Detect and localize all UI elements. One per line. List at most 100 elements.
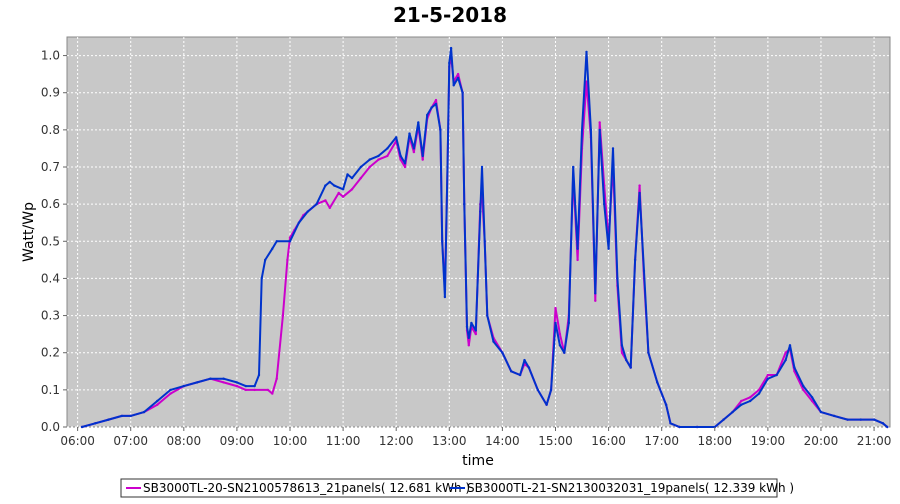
data-point-series-1 (324, 199, 327, 202)
data-point-series-2 (594, 292, 597, 295)
data-point-series-2 (859, 418, 862, 421)
x-tick-label: 20:00 (804, 434, 839, 448)
x-tick-label: 19:00 (751, 434, 786, 448)
y-tick-label: 0.3 (41, 309, 60, 323)
data-point-series-2 (461, 91, 464, 94)
data-point-series-2 (417, 121, 420, 124)
data-point-series-1 (474, 332, 477, 336)
y-tick-label: 0.1 (41, 383, 60, 397)
data-point-series-2 (368, 158, 371, 161)
data-point-series-2 (523, 358, 526, 362)
data-point-series-1 (328, 206, 331, 210)
data-point-series-2 (264, 258, 267, 262)
data-point-series-1 (558, 332, 562, 336)
data-point-series-2 (846, 418, 849, 421)
data-point-series-1 (456, 72, 460, 76)
data-point-series-2 (740, 403, 743, 406)
data-point-series-2 (107, 418, 110, 421)
data-point-series-1 (598, 121, 601, 124)
data-point-series-2 (430, 106, 433, 109)
data-point-series-1 (594, 299, 597, 302)
legend-label-series-2: SB3000TL-21-SN2130032031_19panels( 12.33… (467, 481, 794, 495)
grid-lines (67, 37, 890, 428)
data-point-series-2 (510, 370, 513, 373)
data-point-series-1 (377, 158, 380, 161)
y-axis-ticks: 0.0 0.1 0.2 0.3 0.4 0.5 0.6 0.7 0.8 0.9 1.0 (41, 49, 67, 434)
data-point-series-2 (182, 384, 185, 388)
data-point-series-2 (580, 128, 584, 132)
data-point-series-1 (235, 384, 239, 388)
data-point-series-1 (359, 176, 362, 180)
data-point-series-2 (470, 321, 473, 325)
data-point-series-1 (244, 388, 247, 392)
data-point-series-2 (235, 381, 239, 384)
data-point-series-2 (346, 173, 349, 176)
data-point-series-2 (253, 384, 256, 388)
data-point-series-2 (731, 410, 734, 414)
data-point-series-1 (638, 184, 641, 187)
data-point-series-2 (656, 381, 659, 384)
data-point-series-2 (465, 325, 469, 328)
data-point-series-2 (638, 191, 641, 195)
data-point-series-1 (341, 195, 345, 198)
x-tick-label: 16:00 (591, 434, 626, 448)
data-point-series-2 (474, 329, 477, 332)
data-point-series-1 (576, 258, 579, 262)
y-tick-label: 0.8 (41, 123, 60, 137)
data-point-series-2 (333, 184, 336, 187)
data-point-series-2 (833, 414, 836, 418)
data-point-series-1 (222, 381, 225, 384)
data-point-series-2 (377, 154, 380, 158)
data-point-series-2 (421, 154, 424, 158)
data-point-series-2 (620, 344, 624, 347)
data-point-series-2 (567, 321, 570, 325)
data-point-series-2 (120, 414, 124, 418)
x-axis-label: time (462, 453, 494, 469)
data-point-series-2 (585, 50, 588, 54)
x-tick-label: 14:00 (485, 434, 520, 448)
x-tick-label: 17:00 (644, 434, 679, 448)
data-point-series-2 (784, 358, 787, 362)
data-point-series-2 (483, 240, 486, 243)
y-tick-label: 0.0 (41, 420, 60, 434)
data-point-series-1 (749, 396, 752, 399)
data-point-series-2 (563, 351, 566, 354)
data-point-series-2 (554, 321, 557, 325)
data-point-series-2 (467, 336, 470, 340)
data-point-series-1 (620, 351, 624, 354)
data-point-series-2 (395, 136, 398, 139)
data-point-series-1 (421, 158, 424, 161)
legend-label-series-1: SB3000TL-20-SN2100578613_21panels( 12.68… (143, 481, 470, 495)
data-point-series-2 (456, 76, 460, 80)
data-point-series-2 (611, 147, 615, 150)
data-point-series-2 (501, 351, 504, 354)
data-point-series-2 (463, 202, 466, 206)
data-point-series-2 (664, 403, 668, 406)
data-point-series-1 (169, 392, 172, 395)
data-point-series-2 (480, 165, 484, 169)
data-point-series-2 (757, 392, 761, 395)
data-point-series-2 (775, 373, 778, 377)
data-point-series-2 (647, 351, 650, 354)
data-point-series-2 (558, 344, 562, 347)
data-point-series-2 (448, 61, 451, 65)
data-point-series-1 (271, 392, 274, 395)
data-point-series-1 (286, 258, 289, 262)
data-point-series-2 (642, 269, 646, 273)
data-point-series-2 (359, 165, 362, 169)
data-point-series-2 (549, 388, 553, 392)
data-point-series-2 (403, 162, 407, 165)
data-point-series-1 (368, 165, 371, 169)
x-axis-ticks: 06:00 07:00 08:00 09:00 10:00 11:00 12:00 13:00… (60, 427, 891, 448)
data-point-series-2 (426, 113, 429, 117)
x-tick-label: 12:00 (379, 434, 414, 448)
data-point-series-1 (554, 306, 557, 310)
data-point-series-2 (156, 399, 159, 403)
data-point-series-2 (441, 240, 444, 243)
data-point-series-2 (142, 410, 146, 414)
y-axis-label: Watt/Wp (21, 202, 37, 262)
data-point-series-1 (386, 154, 389, 158)
y-tick-label: 0.6 (41, 197, 60, 211)
data-point-series-2 (341, 188, 345, 191)
data-point-series-1 (585, 80, 588, 83)
